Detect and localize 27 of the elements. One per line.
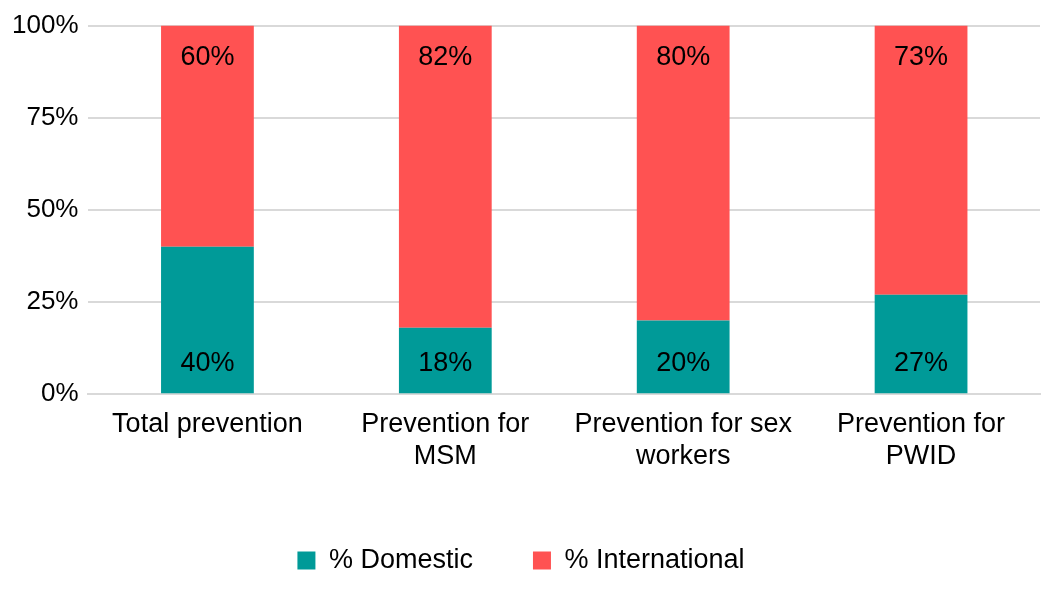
bar: [636, 25, 730, 321]
bar: [636, 320, 730, 394]
data-label: 60%: [180, 41, 235, 72]
data-label: 18%: [418, 346, 473, 377]
data-label: 20%: [656, 346, 711, 377]
legend-label: % International: [564, 543, 745, 574]
y-tick-label: 50%: [26, 193, 79, 224]
x-tick-label: Prevention for sex workers: [574, 407, 793, 471]
data-label: 40%: [180, 346, 235, 377]
bar: [161, 25, 254, 247]
y-tick-label: 75%: [26, 100, 79, 131]
bar: [874, 294, 968, 394]
data-label: 82%: [418, 41, 473, 72]
x-tick-label: Total prevention: [112, 407, 303, 438]
x-tick-label: Prevention for PWID: [837, 407, 1006, 471]
bar: [161, 246, 254, 394]
x-tick-label: Prevention for MSM: [361, 407, 530, 471]
data-label: 80%: [656, 41, 711, 72]
y-tick-label: 0%: [40, 377, 79, 408]
data-label: 73%: [894, 41, 949, 72]
data-label: 27%: [894, 346, 949, 377]
legend-label: % Domestic: [328, 543, 473, 574]
bar: [398, 25, 492, 328]
bar: [874, 25, 968, 295]
bar: [398, 327, 492, 394]
y-tick-label: 25%: [26, 285, 79, 316]
y-tick-label: 100%: [12, 8, 79, 39]
